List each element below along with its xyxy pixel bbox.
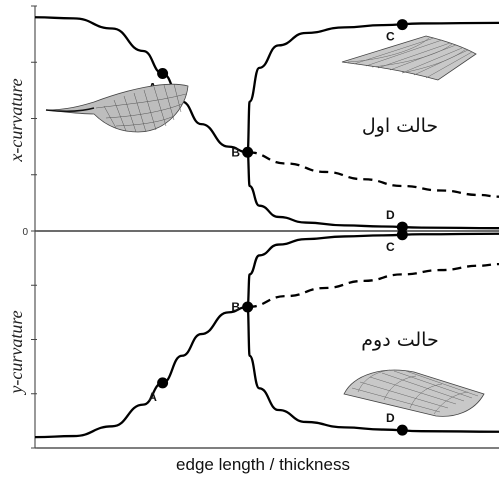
- stable-branch-line: [246, 151, 499, 230]
- unstable-branch-line: [247, 151, 499, 198]
- point-b-marker: [242, 301, 254, 313]
- x-axis-label: edge length / thickness: [176, 455, 350, 474]
- point-a-label: A: [148, 390, 157, 404]
- stable-branch-line: [246, 305, 499, 433]
- point-b-marker: [242, 146, 254, 158]
- case-two-label: حالت دوم: [361, 329, 438, 351]
- unstable-branch-line: [247, 262, 499, 309]
- point-c-label: C: [386, 30, 395, 44]
- point-a-marker: [157, 68, 169, 79]
- case-one-label: حالت اول: [362, 115, 438, 137]
- stable-branch-line: [34, 305, 248, 439]
- point-d-marker: [396, 424, 408, 436]
- point-c-marker: [396, 19, 408, 31]
- point-d-label: D: [386, 208, 395, 222]
- leaf-shape-icon: [45, 83, 189, 133]
- y-tick-label: 0: [22, 227, 28, 238]
- point-d-marker: [396, 221, 408, 233]
- point-c-label: C: [386, 240, 395, 254]
- point-c-marker: [396, 229, 408, 241]
- cylinder-shape-icon: [343, 369, 485, 417]
- y-curvature-panel: A B C D: [31, 229, 499, 449]
- x-curvature-axis-label: x-curvature: [6, 78, 26, 162]
- point-b-label: B: [231, 145, 240, 159]
- point-d-label: D: [386, 411, 395, 425]
- stable-branch-line: [246, 232, 499, 309]
- saddle-shape-icon: [341, 35, 477, 81]
- point-a-marker: [157, 377, 169, 389]
- stable-branch-line: [246, 21, 499, 154]
- point-b-label: B: [231, 300, 240, 314]
- y-curvature-axis-label: y-curvature: [6, 310, 26, 395]
